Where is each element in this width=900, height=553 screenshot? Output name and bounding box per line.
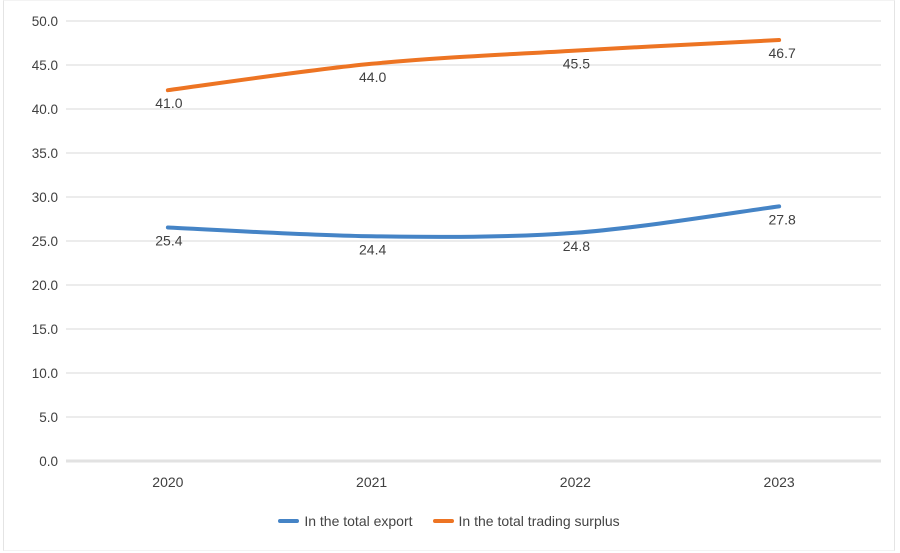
x-axis-tick-label: 2023 (764, 474, 795, 490)
legend-label-total-export: In the total export (304, 513, 413, 529)
legend: In the total export In the total trading… (4, 513, 894, 529)
x-axis-tick-label: 2021 (356, 474, 387, 490)
series-line-0 (165, 204, 782, 239)
data-label: 46.7 (769, 45, 796, 61)
y-axis-tick-label: 20.0 (32, 278, 58, 293)
y-axis-tick-label: 45.0 (32, 58, 58, 73)
x-axis-tick-label: 2020 (152, 474, 183, 490)
legend-label-trading-surplus: In the total trading surplus (458, 513, 620, 529)
y-axis-tick-label: 30.0 (32, 190, 58, 205)
data-label: 24.4 (359, 241, 386, 257)
data-label: 25.4 (155, 232, 182, 248)
y-axis-tick-label: 15.0 (32, 322, 58, 337)
data-label: 44.0 (359, 69, 386, 85)
y-axis-tick-label: 10.0 (32, 366, 58, 381)
legend-item-total-export: In the total export (278, 513, 413, 529)
series-line-1 (165, 38, 782, 93)
chart-frame: 0.0 5.0 10.0 15.0 20.0 25.0 30.0 35.0 40.0 45.0 50… (3, 0, 895, 551)
y-axis-tick-label: 25.0 (32, 234, 58, 249)
legend-swatch-orange-dash-icon (432, 519, 454, 523)
data-label: 24.8 (563, 238, 590, 254)
data-label: 27.8 (769, 211, 796, 227)
line-chart: 0.0 5.0 10.0 15.0 20.0 25.0 30.0 35.0 40.0 45.0 50… (32, 14, 881, 490)
y-axis-tick-label: 40.0 (32, 102, 58, 117)
legend-swatch-blue-dash-icon (278, 519, 300, 523)
y-axis-tick-label: 50.0 (32, 14, 58, 29)
x-axis-tick-label: 2022 (560, 474, 591, 490)
data-label: 45.5 (563, 56, 590, 72)
y-axis-tick-label: 35.0 (32, 146, 58, 161)
legend-item-trading-surplus: In the total trading surplus (432, 513, 620, 529)
y-axis-tick-label: 5.0 (39, 410, 58, 425)
y-axis-tick-label: 0.0 (39, 454, 58, 469)
data-label: 41.0 (155, 95, 182, 111)
